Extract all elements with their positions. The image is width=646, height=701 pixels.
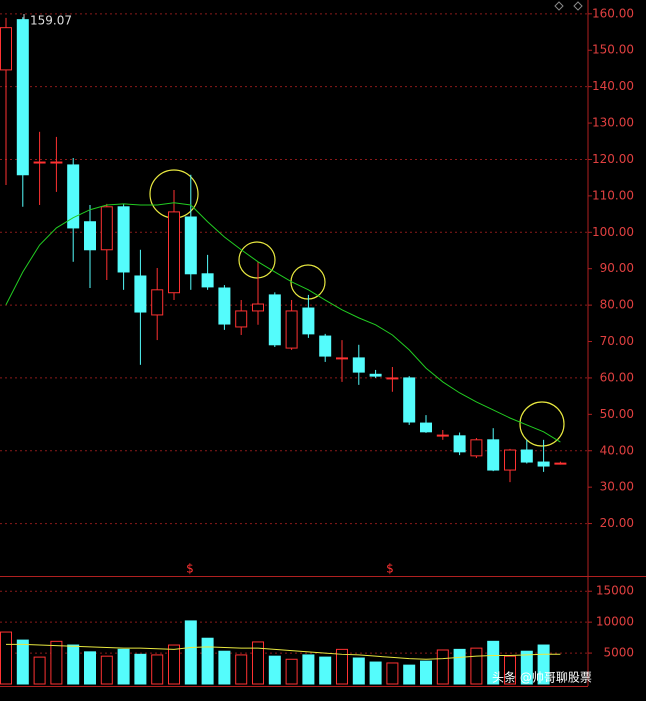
y-tick-label: 130.00 [592, 116, 634, 130]
volume-bar [0, 631, 12, 685]
candle-body [16, 19, 29, 176]
candle-body [117, 206, 130, 273]
y-tick-label: 110.00 [592, 188, 634, 202]
volume-bar [33, 656, 46, 685]
candle-body [151, 289, 164, 316]
candle-body [420, 422, 432, 433]
volume-bar [470, 647, 483, 685]
candle-body [235, 310, 248, 328]
candle-body [302, 307, 315, 335]
volume-bar [151, 654, 164, 685]
volume-bar [336, 648, 348, 685]
volume-bar [436, 649, 449, 685]
moving-average [5, 202, 561, 443]
candle-body [168, 211, 180, 294]
candle-body [386, 377, 399, 380]
candle-body [520, 449, 533, 463]
y-tick-label: 100.00 [592, 225, 634, 239]
candle-body [268, 294, 281, 346]
y-tick-label: 10000 [596, 615, 634, 629]
y-tick-label: 90.00 [600, 261, 634, 275]
candle-body [201, 273, 214, 288]
candle-body [554, 462, 567, 465]
high-label: 159.07 [30, 14, 72, 28]
volume-bar [252, 641, 264, 685]
y-tick-label: 150.00 [592, 43, 634, 57]
volume-bar [168, 644, 180, 685]
toolbar-icons[interactable] [554, 1, 583, 11]
volume-bar [184, 620, 197, 685]
candle-body [436, 434, 449, 437]
volume-bar [235, 654, 248, 685]
volume-bar [218, 650, 231, 685]
watermark: 头条 @帅哥聊股票 [492, 671, 592, 685]
volume-bar [50, 640, 63, 685]
candle-body [537, 461, 550, 467]
volume-bar [117, 648, 130, 685]
candle-body [134, 275, 147, 313]
y-tick-label: 50.00 [600, 407, 634, 421]
candle-body [319, 335, 332, 357]
candle-body [100, 206, 113, 251]
candle-body [33, 161, 46, 164]
candle-body [50, 161, 63, 164]
candle-body [336, 357, 348, 360]
y-tick-label: 70.00 [600, 334, 634, 348]
volume-bar [201, 637, 214, 685]
moving-average [6, 643, 561, 660]
volume-bar [453, 648, 466, 685]
candle-body [252, 303, 264, 312]
candle-body [218, 287, 231, 325]
y-tick-label: 20.00 [600, 516, 634, 530]
candle-body [453, 435, 466, 453]
volume-bar [16, 639, 29, 685]
volume-bar [319, 656, 332, 685]
volume-bar [134, 653, 147, 685]
volume-bar [386, 662, 399, 685]
candle-body [352, 357, 365, 373]
y-tick-label: 60.00 [600, 370, 634, 384]
event-marker: $ [186, 562, 194, 576]
y-tick-label: 80.00 [600, 298, 634, 312]
candle-body [285, 310, 298, 349]
candle-body [184, 216, 197, 275]
y-tick-label: 140.00 [592, 79, 634, 93]
volume-bar [537, 644, 550, 685]
volume-bar [369, 661, 382, 685]
y-tick-label: 30.00 [600, 480, 634, 494]
volume-bar [520, 650, 533, 685]
candle-body [470, 439, 483, 457]
volume-bar [67, 644, 80, 685]
candle-body [84, 221, 96, 251]
y-tick-label: 15000 [596, 584, 634, 598]
candle-body [403, 377, 416, 423]
y-tick-label: 120.00 [592, 152, 634, 166]
candle-body [67, 164, 80, 229]
volume-bar [403, 664, 416, 685]
event-marker: $ [386, 562, 394, 576]
volume-bar [504, 655, 516, 685]
candle-body [369, 373, 382, 377]
volume-bar [285, 658, 298, 685]
candle-body [504, 449, 516, 471]
volume-bar [268, 655, 281, 685]
y-tick-label: 160.00 [592, 6, 634, 20]
y-tick-label: 5000 [603, 646, 634, 660]
candle-body [487, 439, 500, 471]
volume-bar [302, 654, 315, 685]
volume-bar [84, 651, 96, 685]
volume-bar [420, 660, 432, 685]
y-tick-label: 40.00 [600, 443, 634, 457]
candle-body [0, 27, 12, 71]
volume-bar [487, 640, 500, 685]
volume-bar [352, 657, 365, 685]
volume-bar [100, 655, 113, 685]
